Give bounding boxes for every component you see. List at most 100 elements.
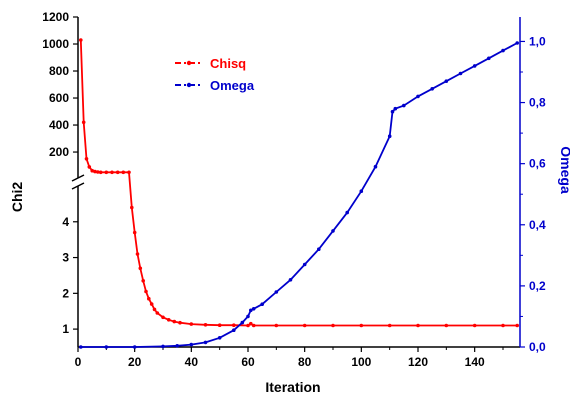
- series-omega-point: [345, 210, 350, 215]
- plot-frame: [77, 17, 521, 348]
- series-chisq-point: [251, 323, 256, 328]
- series-chisq-point: [87, 165, 92, 169]
- x-tick-label: 40: [185, 355, 199, 369]
- series-omega-point: [203, 340, 208, 345]
- series-chisq-point: [217, 323, 222, 328]
- series-chisq-point: [331, 323, 335, 328]
- left-y-axis-title: Chi2: [9, 182, 25, 213]
- series-chisq-point: [144, 289, 148, 294]
- series-chisq-line: [79, 39, 518, 327]
- series-chisq-point: [110, 170, 114, 175]
- series-omega-point: [393, 106, 398, 111]
- left-tick-label: 1200: [42, 10, 69, 24]
- right-tick-label: 0,2: [529, 279, 546, 293]
- series-chisq-point: [232, 323, 236, 328]
- series-chisq-point: [249, 321, 253, 326]
- series-omega-point: [472, 64, 477, 68]
- series-chisq-point: [161, 315, 165, 320]
- series-omega-point: [246, 314, 250, 319]
- series-omega-point: [390, 109, 395, 114]
- series-chisq-point: [416, 323, 420, 328]
- series-chisq-point: [127, 170, 131, 175]
- x-axis-title: Iteration: [265, 379, 320, 395]
- left-tick-label: 1000: [42, 37, 69, 51]
- series-omega-point: [249, 308, 253, 313]
- series-chisq-point: [121, 170, 126, 175]
- x-tick-label: 60: [241, 355, 255, 369]
- series-chisq-point: [98, 170, 103, 175]
- series-omega-line: [80, 42, 518, 348]
- series-omega-point: [317, 247, 321, 251]
- x-axis: 0 20 40 60 80 100 120 140: [75, 347, 504, 369]
- series-omega-point: [260, 302, 265, 307]
- series-omega-point: [402, 103, 406, 108]
- series-chisq-point: [84, 157, 89, 161]
- series-chisq-point: [90, 168, 94, 173]
- axis-break-marker: [71, 174, 85, 190]
- series-omega-point: [331, 229, 335, 233]
- series-chisq-point: [515, 323, 519, 328]
- series-omega-point: [251, 307, 256, 311]
- series-chisq-point: [130, 205, 134, 210]
- right-tick-label: 1,0: [529, 34, 546, 48]
- left-tick-label: 400: [49, 118, 69, 132]
- series-omega-point: [387, 134, 392, 138]
- series-omega-point: [501, 48, 505, 53]
- legend-omega-label: Omega: [210, 78, 255, 93]
- series-omega-point: [240, 320, 245, 325]
- axis-break-slash-top: [71, 174, 85, 182]
- series-chisq-point: [132, 230, 137, 235]
- series-omega-point: [217, 336, 222, 340]
- left-tick-label: 600: [49, 91, 69, 105]
- series-omega-point: [79, 345, 83, 349]
- x-tick-label: 140: [465, 355, 485, 369]
- series-chisq-point: [147, 296, 151, 301]
- left-tick-label: 3: [62, 251, 69, 265]
- right-y-axis: 0,0 0,2 0,4 0,6 0,8 1,0: [520, 34, 546, 354]
- series-omega-point: [132, 345, 137, 349]
- series-chisq-point: [141, 279, 145, 283]
- legend-omega-marker: [186, 82, 192, 88]
- series-omega-point: [487, 56, 491, 61]
- series-chisq-point: [81, 120, 86, 125]
- series-chisq-point: [96, 170, 100, 174]
- x-tick-label: 80: [298, 355, 312, 369]
- axis-break-slash-bottom: [71, 182, 85, 190]
- series-chisq-point: [274, 323, 279, 328]
- legend-chisq-marker: [186, 60, 192, 66]
- series-chisq-point: [115, 170, 120, 175]
- right-tick-label: 0,8: [529, 96, 546, 110]
- series-chisq-point: [302, 323, 307, 328]
- series-omega-point: [444, 79, 449, 83]
- left-tick-label: 800: [49, 64, 69, 78]
- series-chisq-point: [93, 169, 97, 174]
- series-layer: [79, 38, 519, 349]
- left-tick-label: 1: [62, 322, 69, 336]
- left-tick-label: 2: [62, 286, 69, 300]
- series-chisq-point: [178, 320, 182, 325]
- x-tick-label: 0: [75, 355, 82, 369]
- series-omega-point: [175, 344, 179, 348]
- series-omega-point: [274, 290, 279, 294]
- series-chisq-point: [172, 319, 177, 324]
- x-tick-label: 100: [351, 355, 371, 369]
- series-chisq-point: [152, 307, 157, 312]
- series-chisq-point: [444, 323, 449, 328]
- right-tick-label: 0,6: [529, 157, 546, 171]
- right-tick-label: 0,4: [529, 218, 546, 232]
- left-tick-label: 200: [49, 145, 69, 159]
- legend-chisq-label: Chisq: [210, 56, 246, 71]
- series-omega-point: [430, 87, 435, 91]
- x-tick-label: 120: [408, 355, 428, 369]
- series-chisq-point: [166, 318, 171, 322]
- left-tick-label: 4: [62, 215, 69, 229]
- series-chisq-point: [501, 323, 505, 328]
- series-chisq-point: [359, 323, 364, 328]
- right-y-axis-title: Omega: [558, 146, 570, 194]
- series-omega-point: [515, 41, 519, 45]
- series-chisq-point: [104, 170, 109, 175]
- x-tick-label: 20: [128, 355, 142, 369]
- series-omega-point: [161, 344, 165, 349]
- series-omega-point: [359, 189, 364, 193]
